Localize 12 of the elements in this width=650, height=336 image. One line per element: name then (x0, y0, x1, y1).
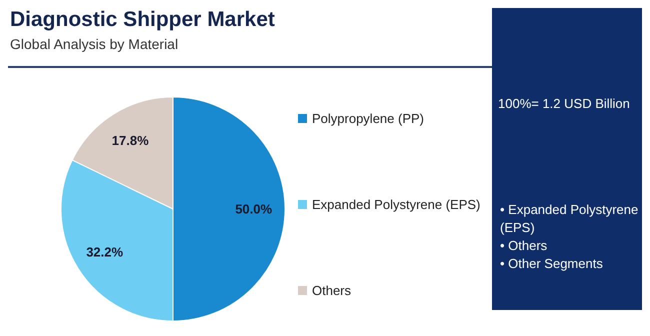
data-label: 32.2% (86, 244, 124, 260)
text: • Other Segments (500, 255, 604, 273)
chart-title: Diagnostic Shipper Market (10, 8, 275, 32)
data-label: 17.8% (112, 133, 150, 148)
legend-label: Polypropylene (PP) (312, 110, 424, 126)
chart-subtitle: Global Analysis by Material (10, 36, 178, 52)
text: • Others (500, 237, 548, 255)
text: • Expanded Polystyrene (EPS) (500, 201, 640, 237)
data-label: 50.0% (235, 202, 273, 216)
legend-label: Expanded Polystyrene (EPS) (312, 196, 480, 212)
text: 100%= 1.2 USD Billion (498, 96, 631, 111)
legend-label: Others (312, 282, 352, 298)
